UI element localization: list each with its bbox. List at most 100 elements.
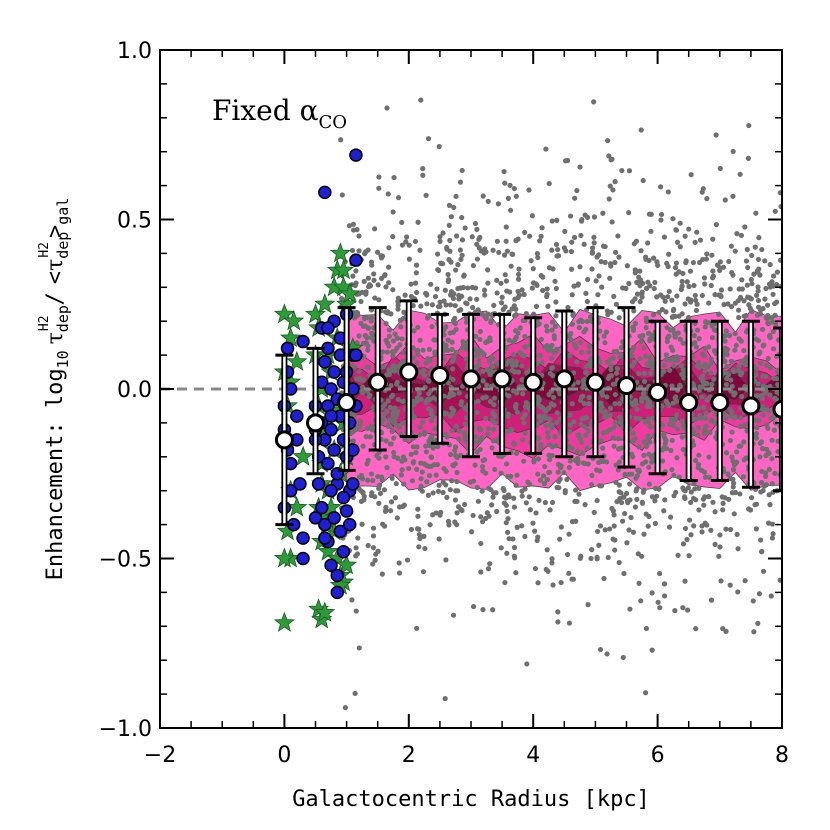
scatter-point xyxy=(771,273,777,279)
scatter-point xyxy=(514,472,520,478)
blue-point xyxy=(314,500,329,515)
scatter-point xyxy=(757,454,763,460)
scatter-point xyxy=(572,195,578,201)
scatter-point xyxy=(457,452,464,458)
scatter-point xyxy=(759,549,765,555)
scatter-point xyxy=(609,156,615,162)
scatter-point xyxy=(711,376,717,382)
scatter-point xyxy=(597,646,604,653)
blue-point xyxy=(296,334,310,349)
scatter-point xyxy=(669,314,675,320)
scatter-point xyxy=(722,197,728,203)
scatter-point xyxy=(766,466,772,472)
scatter-point xyxy=(733,342,739,349)
scatter-point xyxy=(415,351,421,357)
scatter-point xyxy=(692,457,699,464)
scatter-point xyxy=(714,262,721,268)
scatter-point xyxy=(519,493,525,499)
scatter-point xyxy=(723,382,730,388)
scatter-point xyxy=(620,654,626,661)
scatter-point xyxy=(701,502,707,508)
scatter-point xyxy=(483,316,489,322)
scatter-point xyxy=(584,298,590,305)
scatter-point xyxy=(599,284,605,290)
scatter-point xyxy=(616,559,622,566)
scatter-point xyxy=(447,487,453,493)
scatter-point xyxy=(372,557,378,563)
y-title-gt: > xyxy=(43,225,68,238)
scatter-point xyxy=(561,470,567,476)
scatter-point xyxy=(730,148,736,155)
scatter-point xyxy=(739,393,745,400)
scatter-point xyxy=(447,302,454,308)
scatter-point xyxy=(455,488,461,494)
scatter-point xyxy=(662,436,668,442)
scatter-point xyxy=(777,577,782,583)
scatter-point xyxy=(754,425,760,431)
scatter-point xyxy=(459,507,465,514)
scatter-point xyxy=(693,344,700,350)
scatter-point xyxy=(767,502,773,508)
scatter-point xyxy=(679,311,685,317)
scatter-point xyxy=(630,529,637,535)
x-tick-label: 4 xyxy=(526,743,540,768)
scatter-point xyxy=(410,444,416,450)
scatter-point xyxy=(645,523,651,529)
scatter-point xyxy=(656,309,662,316)
scatter-point xyxy=(513,306,519,312)
scatter-point xyxy=(634,279,640,285)
scatter-point xyxy=(494,508,500,515)
scatter-point xyxy=(462,421,469,428)
scatter-point xyxy=(569,292,575,298)
scatter-point xyxy=(664,325,670,331)
scatter-point xyxy=(738,415,744,421)
scatter-point xyxy=(417,535,423,542)
scatter-point xyxy=(723,450,730,456)
scatter-point xyxy=(579,416,585,422)
scatter-point xyxy=(418,396,424,402)
scatter-point xyxy=(734,231,740,237)
scatter-point xyxy=(709,335,716,341)
scatter-point xyxy=(739,277,745,283)
scatter-point xyxy=(360,443,366,449)
scatter-point xyxy=(507,289,513,295)
scatter-point xyxy=(577,264,583,270)
scatter-point xyxy=(415,513,421,519)
scatter-point xyxy=(583,432,589,438)
scatter-point xyxy=(411,328,417,334)
scatter-point xyxy=(349,247,356,254)
scatter-point xyxy=(365,275,371,281)
scatter-point xyxy=(754,366,760,372)
scatter-point xyxy=(668,416,674,423)
blue-point xyxy=(336,544,351,559)
scatter-point xyxy=(474,256,481,262)
scatter-point xyxy=(749,281,755,287)
scatter-point xyxy=(731,392,737,398)
scatter-point xyxy=(651,255,657,261)
scatter-point xyxy=(360,489,366,496)
scatter-point xyxy=(386,333,392,339)
median-point xyxy=(399,362,419,382)
blue-point xyxy=(349,148,363,162)
scatter-point xyxy=(669,383,675,389)
scatter-point xyxy=(751,271,757,277)
scatter-point xyxy=(545,303,551,309)
scatter-point xyxy=(616,315,622,321)
scatter-point xyxy=(535,471,541,477)
scatter-point xyxy=(578,218,585,224)
scatter-point xyxy=(589,547,595,553)
scatter-point xyxy=(710,499,716,505)
scatter-point xyxy=(504,508,510,514)
scatter-point xyxy=(372,494,378,500)
scatter-point xyxy=(627,606,633,612)
scatter-point xyxy=(743,355,749,361)
scatter-point xyxy=(414,466,420,472)
scatter-point xyxy=(376,485,382,491)
scatter-point xyxy=(387,508,394,514)
scatter-point xyxy=(644,443,650,449)
scatter-point xyxy=(502,272,508,278)
scatter-point xyxy=(652,498,658,504)
scatter-point xyxy=(549,365,555,371)
y-title-dep: dep xyxy=(54,305,72,332)
scatter-point xyxy=(666,251,672,257)
